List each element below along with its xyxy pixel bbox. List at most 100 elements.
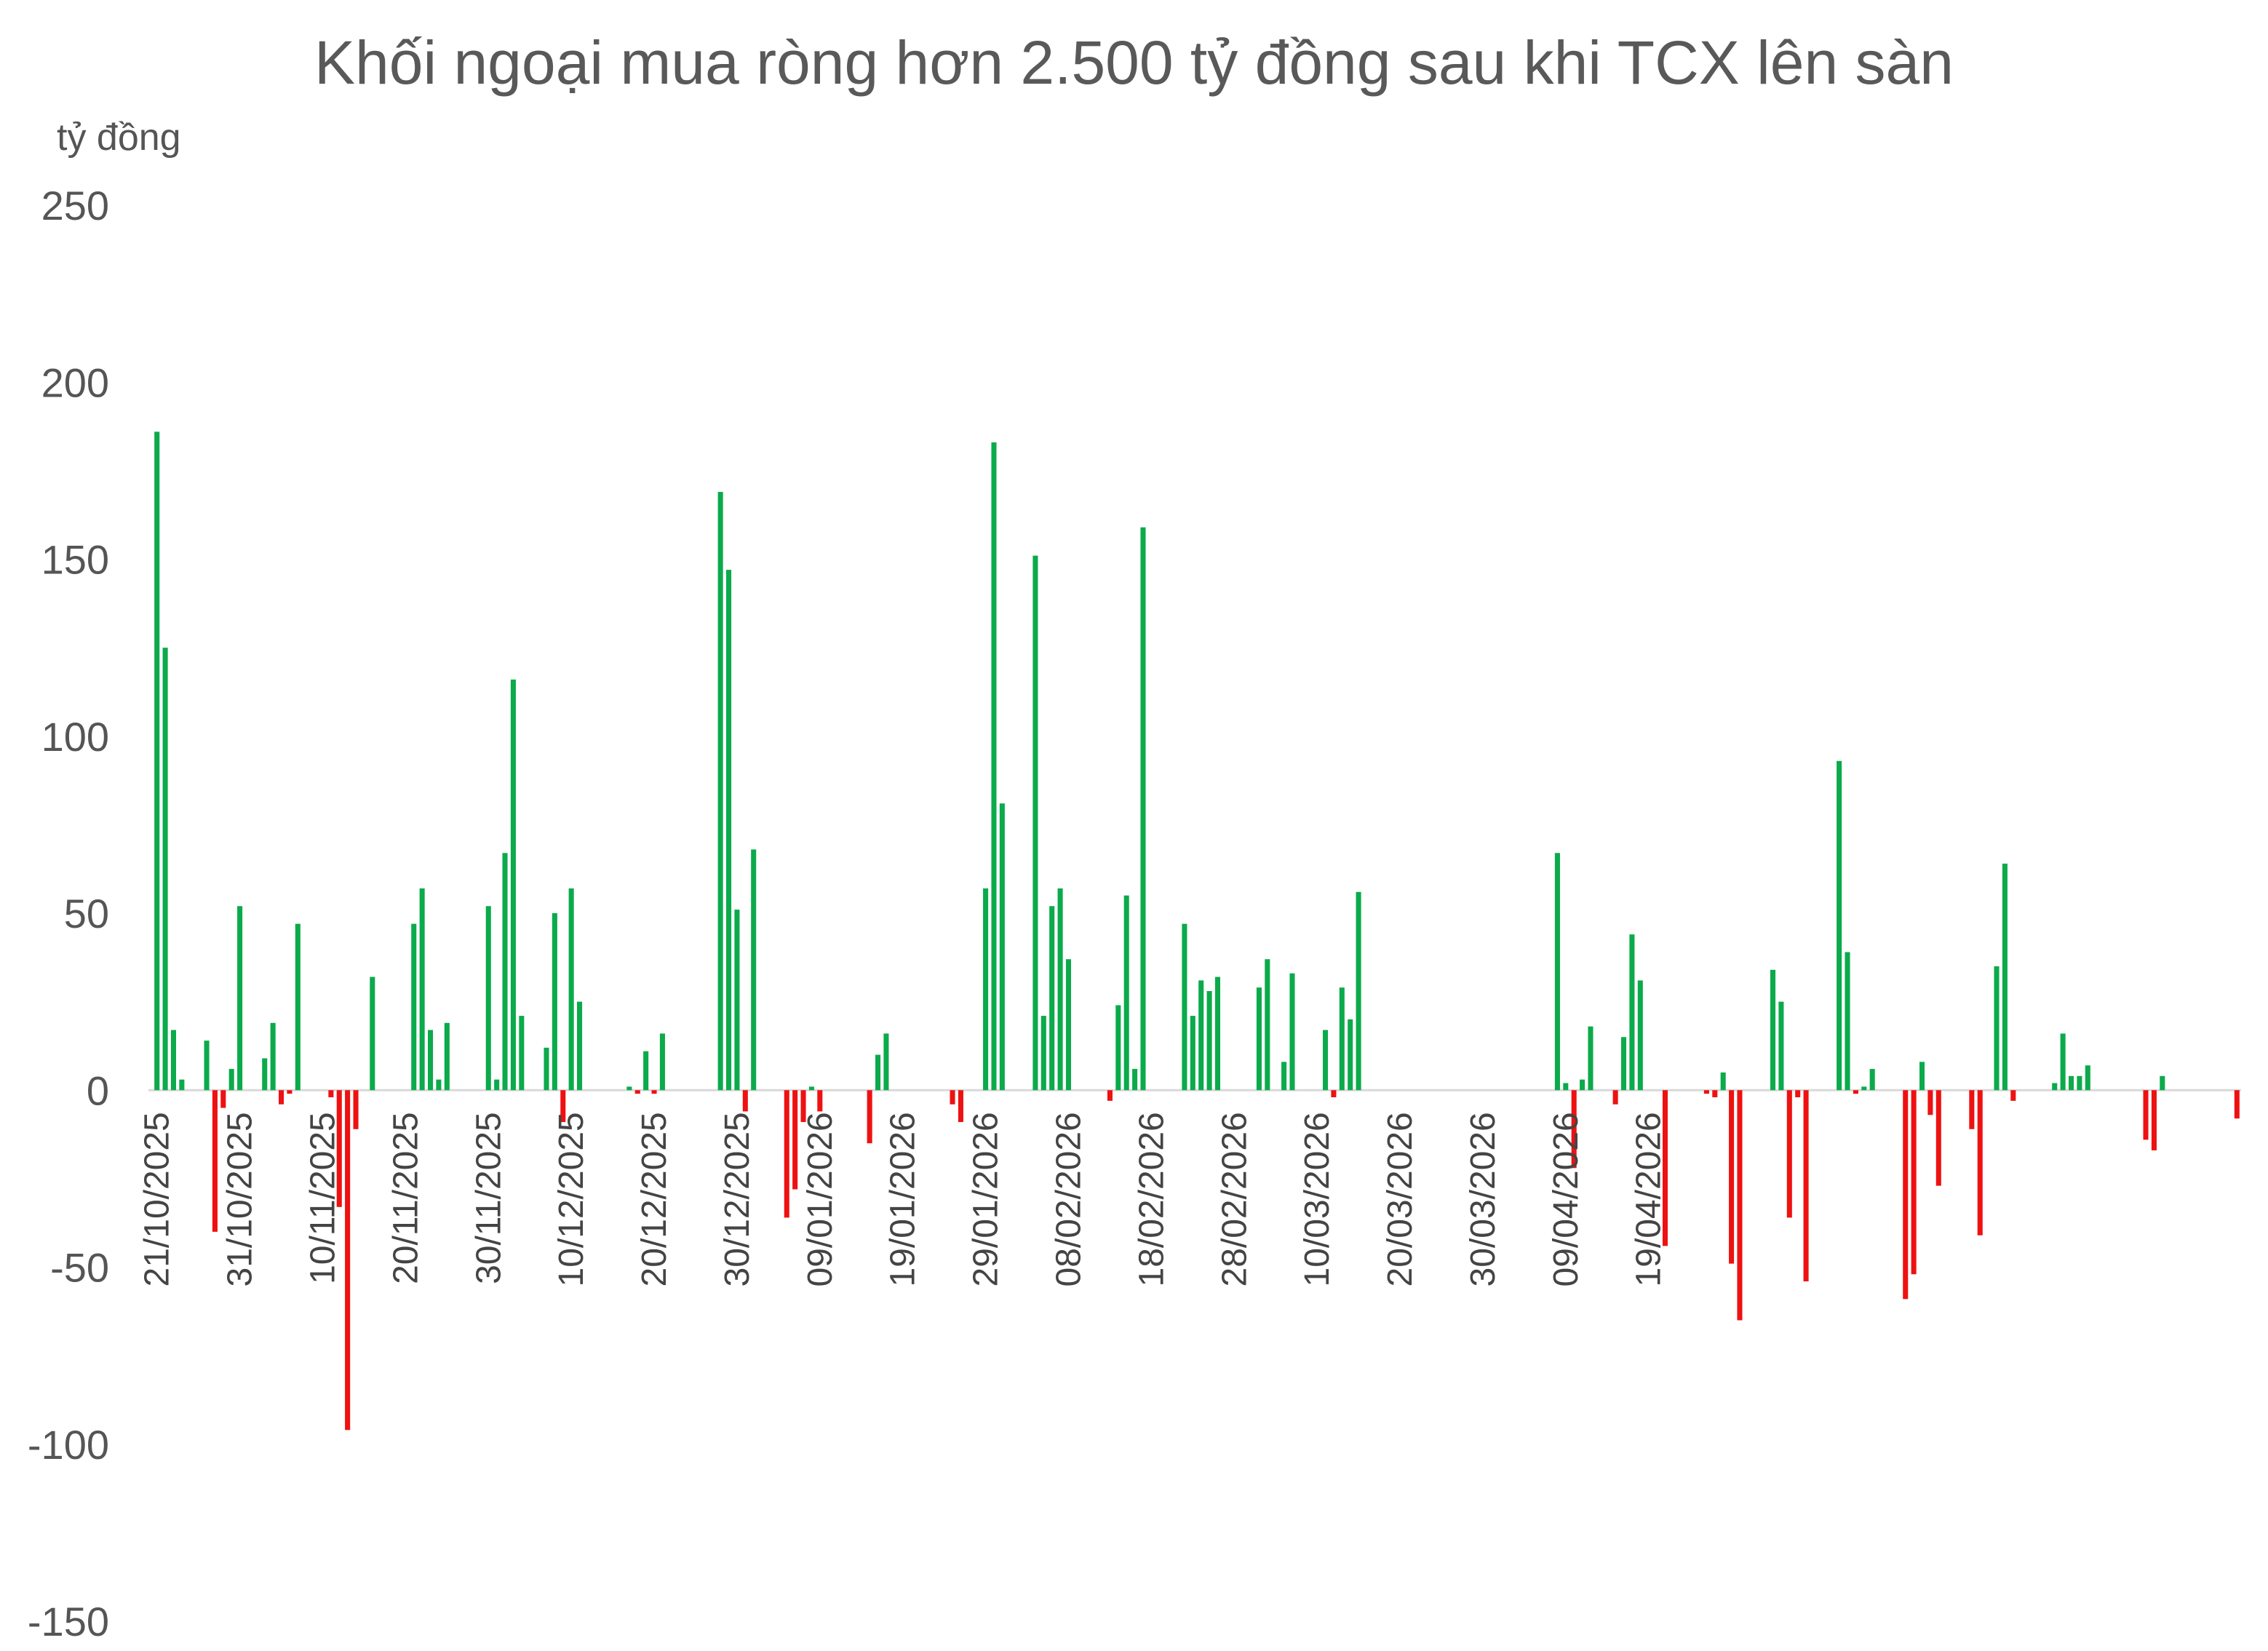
bar [2085, 1065, 2090, 1091]
bar [1861, 1086, 1867, 1091]
x-tick-label: 09/04/2026 [1547, 1112, 1585, 1286]
bar [1620, 1037, 1627, 1091]
bar [2068, 1075, 2074, 1091]
bar [1911, 1090, 1917, 1275]
bar [1057, 888, 1063, 1091]
x-tick-label: 28/02/2026 [1215, 1112, 1254, 1286]
bar [220, 1090, 226, 1108]
bar [1190, 1016, 1195, 1091]
bar [1712, 1090, 1718, 1097]
bar [1580, 1079, 1585, 1091]
bar [262, 1058, 268, 1091]
bar [1049, 906, 1055, 1091]
bar [1637, 980, 1643, 1091]
bar [883, 1033, 889, 1091]
bar [2143, 1090, 2149, 1140]
bar [179, 1079, 185, 1091]
bar [1927, 1090, 1933, 1115]
bar [751, 849, 757, 1091]
bar [1935, 1090, 1941, 1186]
bar [817, 1090, 823, 1112]
y-tick-label: 200 [41, 359, 109, 405]
bar [502, 853, 508, 1091]
bar [328, 1090, 334, 1097]
bar [162, 648, 168, 1091]
x-tick-label: 30/11/2025 [469, 1112, 508, 1284]
bar [485, 906, 491, 1091]
bar [734, 910, 740, 1091]
chart-title: Khối ngoại mua ròng hơn 2.500 tỷ đồng sa… [314, 28, 1954, 97]
x-tick-label: 31/10/2025 [221, 1112, 260, 1286]
y-tick-label: 100 [41, 714, 109, 760]
y-tick-label: -50 [50, 1245, 109, 1291]
bar [1737, 1090, 1743, 1321]
bar [643, 1051, 649, 1091]
y-axis: 250 200 150 100 50 0 -50 -100 -150 [28, 183, 109, 1644]
bar [1107, 1090, 1113, 1101]
bar [2151, 1090, 2157, 1150]
x-tick-label: 20/12/2025 [635, 1112, 674, 1286]
bar [784, 1090, 789, 1218]
bar [436, 1079, 442, 1091]
y-tick-label: -150 [28, 1599, 109, 1644]
bar [237, 906, 243, 1091]
bar [2010, 1090, 2016, 1101]
x-tick-label: 08/02/2026 [1049, 1112, 1088, 1286]
bar [204, 1041, 210, 1091]
bar [634, 1090, 640, 1094]
bar [1703, 1090, 1709, 1094]
bar [1786, 1090, 1792, 1218]
bar [1629, 934, 1635, 1091]
bar [568, 888, 574, 1091]
bar [370, 976, 375, 1091]
bar [1969, 1090, 1975, 1129]
bar [1563, 1083, 1569, 1091]
x-tick-label: 21/10/2025 [138, 1112, 177, 1286]
y-tick-label: 250 [41, 183, 109, 228]
bar [295, 923, 301, 1091]
x-tick-label: 09/01/2026 [801, 1112, 840, 1286]
bar [717, 492, 723, 1091]
bar [1182, 923, 1187, 1091]
bar [287, 1090, 293, 1094]
bar [1903, 1090, 1909, 1300]
bar [1289, 973, 1295, 1091]
bar [1845, 952, 1850, 1091]
bar [950, 1090, 955, 1105]
x-tick-label: 30/03/2026 [1464, 1112, 1503, 1286]
bar [1339, 987, 1345, 1091]
bar [1256, 987, 1262, 1091]
y-tick-label: 50 [64, 891, 109, 936]
bar [353, 1090, 359, 1129]
bar [1115, 1005, 1121, 1091]
bar [519, 1016, 525, 1091]
bar [1795, 1090, 1801, 1097]
bar [659, 1033, 665, 1091]
bar [800, 1090, 806, 1123]
bar [278, 1090, 285, 1105]
bar [1994, 966, 2000, 1091]
x-tick-label: 10/11/2025 [303, 1112, 342, 1284]
bar [2002, 863, 2008, 1091]
bar [1571, 1090, 1577, 1169]
bar [228, 1069, 234, 1091]
bar [1198, 980, 1204, 1091]
bar [1770, 969, 1776, 1091]
bar [983, 888, 989, 1091]
y-tick-label: 0 [87, 1067, 109, 1113]
bar [875, 1054, 881, 1091]
bar [419, 888, 425, 1091]
bar [651, 1090, 657, 1094]
bar [1356, 891, 1361, 1091]
bar [1720, 1072, 1726, 1091]
bar [170, 1030, 177, 1091]
bar [1837, 760, 1842, 1091]
bar [411, 923, 417, 1091]
x-tick-label: 20/11/2025 [386, 1112, 425, 1284]
bar [2052, 1083, 2058, 1091]
bar [510, 679, 516, 1091]
bar [1869, 1069, 1875, 1091]
bar [270, 1022, 276, 1091]
bar [1554, 853, 1560, 1091]
x-tick-label: 20/03/2026 [1381, 1112, 1420, 1286]
